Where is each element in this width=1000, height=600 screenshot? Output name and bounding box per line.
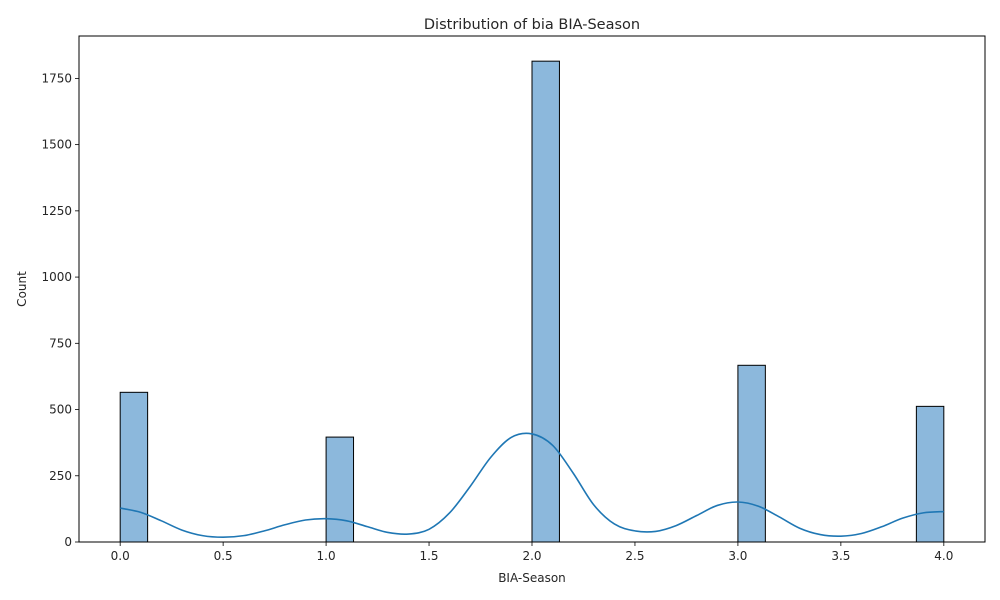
y-tick-label: 1250 bbox=[41, 204, 72, 218]
y-axis: 0 250 500 750 1000 1250 1500 1750 bbox=[41, 71, 79, 549]
histogram-bar bbox=[325, 436, 355, 543]
y-tick-label: 1000 bbox=[41, 270, 72, 284]
y-tick-label: 1750 bbox=[41, 71, 72, 85]
y-tick-label: 750 bbox=[49, 336, 72, 350]
x-tick-label: 2.5 bbox=[625, 549, 644, 563]
x-axis-label: BIA-Season bbox=[498, 571, 566, 585]
x-tick-label: 3.0 bbox=[728, 549, 747, 563]
histogram-bar bbox=[737, 364, 766, 543]
x-tick-label: 4.0 bbox=[934, 549, 953, 563]
kde-layer bbox=[120, 432, 944, 539]
y-tick-label: 250 bbox=[49, 469, 72, 483]
y-tick-label: 0 bbox=[64, 535, 72, 549]
x-axis: 0.0 0.5 1.0 1.5 2.0 2.5 3.0 3.5 4.0 bbox=[111, 542, 953, 563]
y-axis-label: Count bbox=[15, 271, 29, 307]
kde-curve bbox=[120, 432, 944, 539]
histogram-bar bbox=[531, 60, 560, 543]
y-tick-label: 1500 bbox=[41, 138, 72, 152]
x-tick-label: 1.0 bbox=[317, 549, 336, 563]
x-tick-label: 0.0 bbox=[111, 549, 130, 563]
chart-title: Distribution of bia BIA-Season bbox=[424, 17, 640, 33]
y-tick-label: 500 bbox=[49, 403, 72, 417]
histogram-bar bbox=[119, 391, 149, 543]
x-tick-label: 0.5 bbox=[214, 549, 233, 563]
bars-layer bbox=[119, 60, 945, 543]
x-tick-label: 2.0 bbox=[522, 549, 541, 563]
histogram-bar bbox=[915, 405, 945, 543]
x-tick-label: 3.5 bbox=[831, 549, 850, 563]
x-tick-label: 1.5 bbox=[419, 549, 438, 563]
